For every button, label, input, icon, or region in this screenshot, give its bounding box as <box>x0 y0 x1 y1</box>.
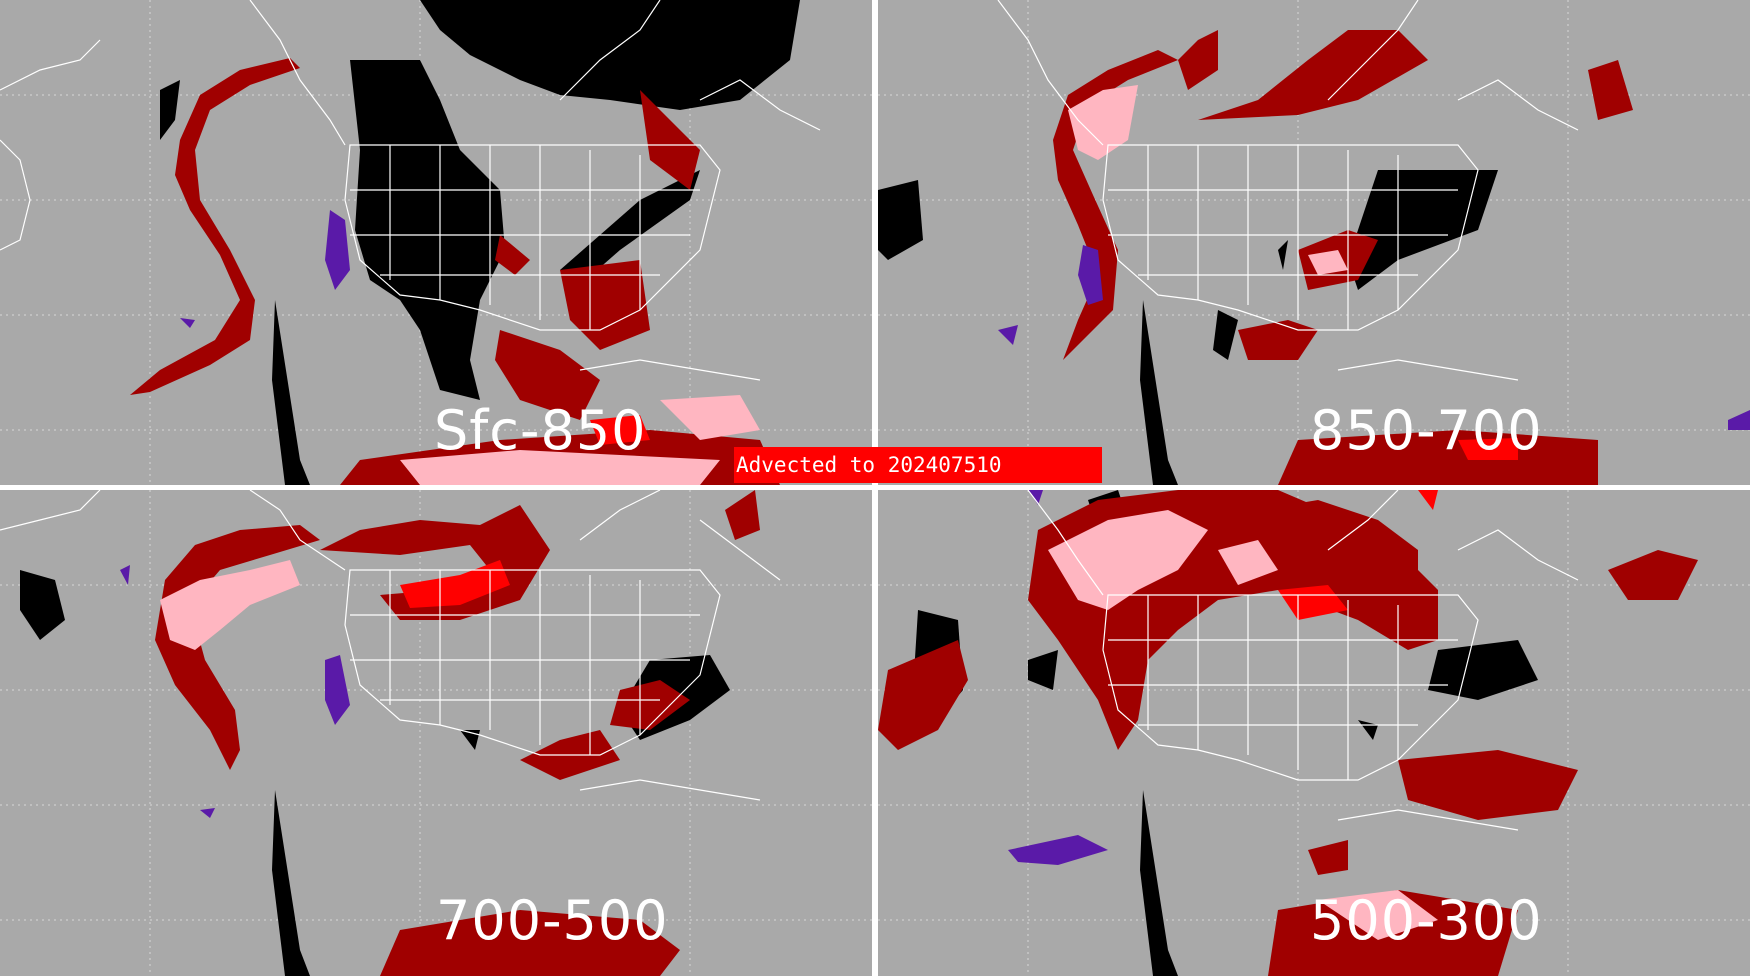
horizontal-divider <box>0 485 1750 490</box>
pink-regions <box>400 395 760 485</box>
graticule <box>878 490 1750 976</box>
pink-regions <box>1068 85 1348 275</box>
political-borders <box>0 490 781 801</box>
red-regions <box>1278 490 1438 620</box>
purple-regions <box>998 245 1750 430</box>
purple-regions <box>180 210 350 328</box>
map-panel-sfc-850: Sfc-850 <box>0 0 872 485</box>
panel-label: 500-300 <box>1310 889 1543 952</box>
panel-label: 850-700 <box>1310 399 1543 462</box>
political-borders <box>1027 490 1579 831</box>
red-regions <box>1458 438 1518 460</box>
map-canvas <box>0 490 872 976</box>
political-borders <box>997 0 1579 381</box>
pink-regions <box>160 560 300 650</box>
red-regions <box>400 560 510 608</box>
purple-regions <box>1008 490 1108 865</box>
panel-label: 700-500 <box>436 889 669 952</box>
purple-regions <box>120 565 350 818</box>
advected-banner: Advected to 202407510 <box>734 447 1102 483</box>
map-canvas <box>0 0 872 485</box>
map-panel-850-700: 850-700 <box>878 0 1750 485</box>
map-panel-700-500: 700-500 <box>0 490 872 976</box>
panel-label: Sfc-850 <box>434 399 647 462</box>
map-canvas <box>878 0 1750 485</box>
pink-regions <box>1048 510 1438 940</box>
map-canvas <box>878 490 1750 976</box>
dark-red-regions <box>878 490 1698 976</box>
black-regions <box>878 170 1498 485</box>
map-panel-500-300: 500-300 <box>878 490 1750 976</box>
red-regions <box>590 415 650 445</box>
political-borders <box>0 0 821 381</box>
